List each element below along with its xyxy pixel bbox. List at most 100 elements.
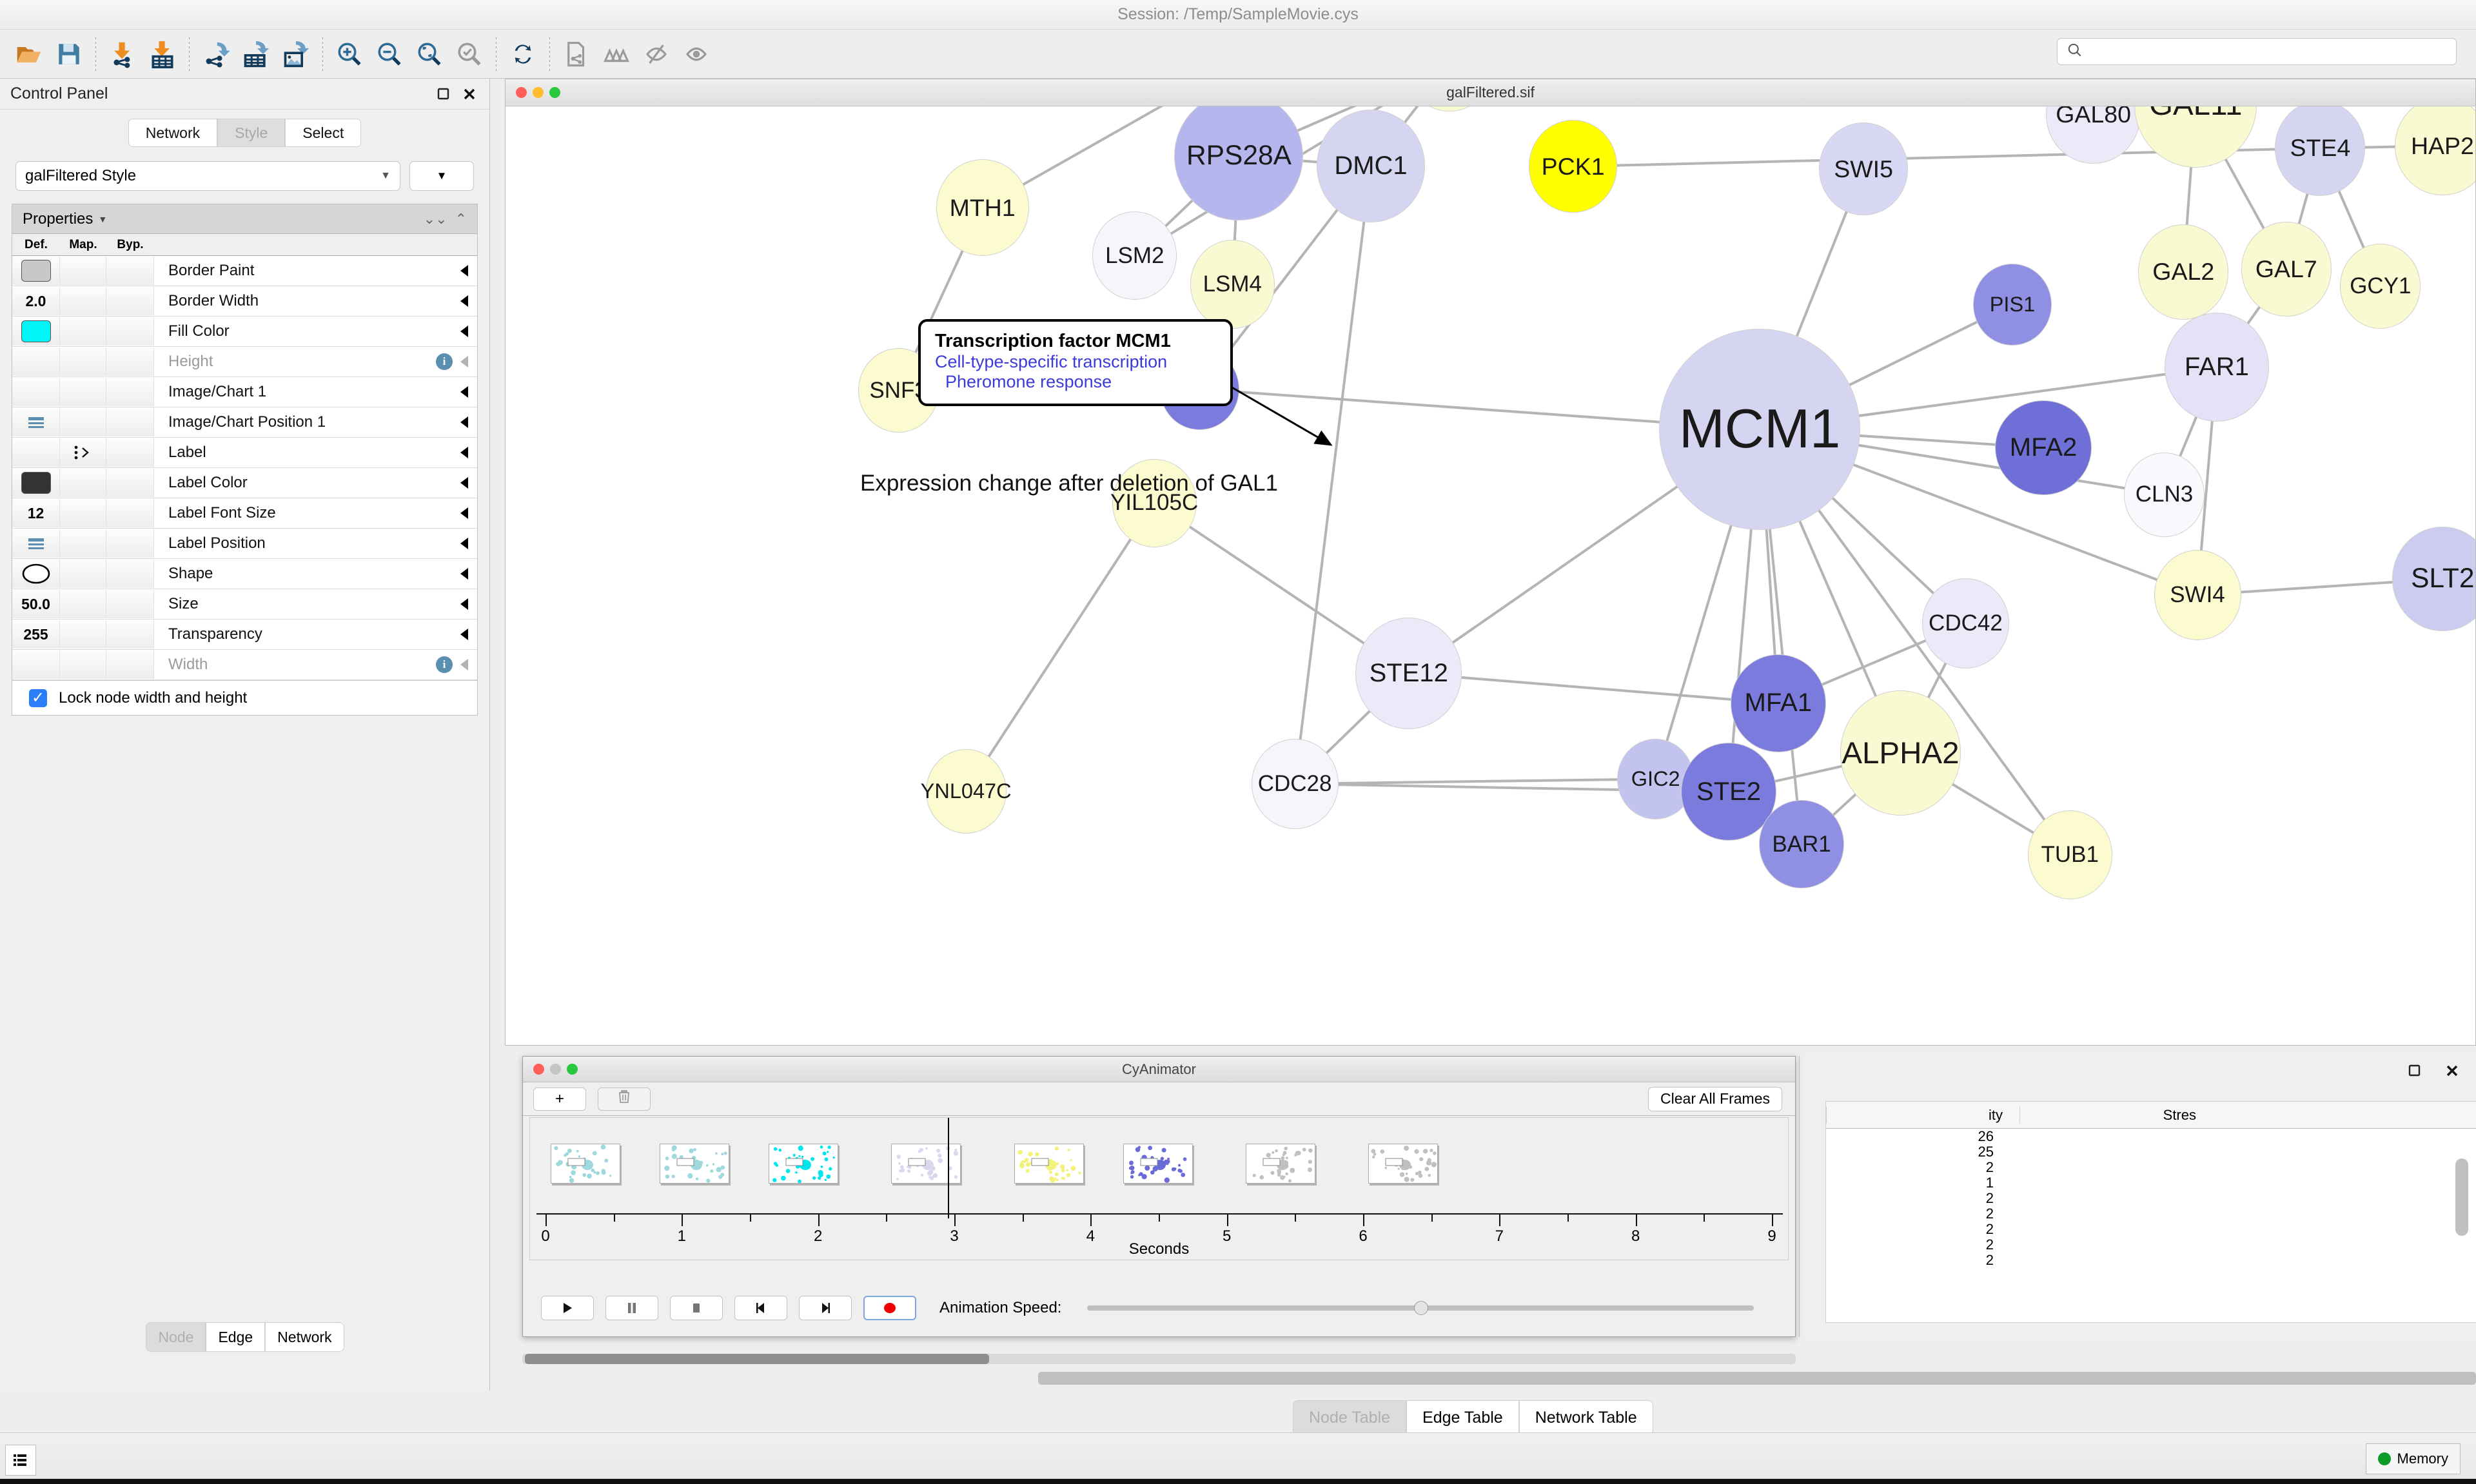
network-node[interactable]: CLN3 <box>2124 453 2205 537</box>
step-forward-button[interactable] <box>799 1296 852 1320</box>
property-mapping-cell[interactable] <box>60 378 106 406</box>
add-frame-button[interactable]: + <box>533 1088 586 1111</box>
property-bypass-cell[interactable] <box>106 469 154 497</box>
play-button[interactable] <box>541 1296 594 1320</box>
show-all-icon[interactable] <box>676 34 716 74</box>
table-body[interactable]: 26 25 2 1 2 2 2 2 2 <box>1826 1129 2476 1322</box>
property-row[interactable]: 255 Transparency <box>12 620 477 650</box>
property-row[interactable]: Label Color <box>12 468 477 498</box>
hide-selected-icon[interactable] <box>596 34 636 74</box>
property-bypass-cell[interactable] <box>106 347 154 376</box>
property-default-cell[interactable]: 255 <box>12 620 60 649</box>
network-node[interactable]: SWI4 <box>2154 550 2241 640</box>
network-node[interactable]: YNL047C <box>926 749 1007 834</box>
property-default-cell[interactable] <box>12 347 60 376</box>
property-default-cell[interactable] <box>12 317 60 346</box>
export-network-icon[interactable] <box>196 34 236 74</box>
network-node[interactable]: MFA1 <box>1731 654 1826 753</box>
search-input[interactable] <box>2057 38 2457 65</box>
property-bypass-cell[interactable] <box>106 257 154 285</box>
network-node[interactable]: GCY1 <box>2340 244 2421 328</box>
float-icon[interactable] <box>434 84 453 104</box>
network-node[interactable]: DMC1 <box>1317 110 1426 222</box>
network-node[interactable]: PCK1 <box>1529 120 1618 213</box>
property-mapping-cell[interactable] <box>60 469 106 497</box>
expand-arrow-icon[interactable] <box>460 416 468 428</box>
expand-arrow-icon[interactable] <box>460 659 468 670</box>
expand-arrow-icon[interactable] <box>460 477 468 489</box>
property-bypass-cell[interactable] <box>106 287 154 315</box>
property-bypass-cell[interactable] <box>106 560 154 588</box>
expand-arrow-icon[interactable] <box>460 356 468 367</box>
property-default-cell[interactable] <box>12 408 60 436</box>
network-edge[interactable] <box>966 503 1154 791</box>
network-node[interactable]: MTH1 <box>936 159 1029 256</box>
zoom-out-icon[interactable] <box>369 34 409 74</box>
expand-arrow-icon[interactable] <box>460 629 468 640</box>
property-mapping-cell[interactable] <box>60 620 106 649</box>
hide-unselected-icon[interactable] <box>636 34 676 74</box>
info-icon[interactable]: i <box>436 353 453 370</box>
property-default-cell[interactable] <box>12 438 60 467</box>
property-default-cell[interactable] <box>12 650 60 679</box>
mcm1-annotation[interactable]: Transcription factor MCM1 Cell-type-spec… <box>918 319 1233 406</box>
expand-arrow-icon[interactable] <box>460 507 468 519</box>
network-node[interactable]: CDC42 <box>1922 578 2009 669</box>
tab-edge-table[interactable]: Edge Table <box>1406 1400 1519 1435</box>
expand-arrow-icon[interactable] <box>460 295 468 307</box>
property-row[interactable]: Fill Color <box>12 317 477 347</box>
import-network-icon[interactable] <box>103 34 142 74</box>
color-swatch[interactable] <box>21 320 51 342</box>
property-mapping-cell[interactable] <box>60 287 106 315</box>
network-node[interactable]: MCM1 <box>1659 329 1861 531</box>
style-select[interactable]: galFiltered Style ▼ <box>15 161 400 191</box>
property-bypass-cell[interactable] <box>106 590 154 618</box>
bottom-tab-edge[interactable]: Edge <box>206 1322 265 1352</box>
export-table-icon[interactable] <box>236 34 276 74</box>
table-row[interactable]: 2 <box>1826 1206 2476 1222</box>
animation-speed-slider[interactable] <box>1087 1305 1754 1311</box>
lock-node-row[interactable]: ✓ Lock node width and height <box>12 680 477 715</box>
network-node[interactable]: PIS1 <box>1973 264 2052 346</box>
expand-arrow-icon[interactable] <box>460 265 468 277</box>
record-button[interactable] <box>863 1296 916 1320</box>
import-table-icon[interactable] <box>142 34 182 74</box>
color-swatch[interactable] <box>21 260 51 282</box>
save-icon[interactable] <box>49 34 89 74</box>
property-default-cell[interactable] <box>12 378 60 406</box>
network-node[interactable]: LSM2 <box>1092 211 1177 300</box>
table-row[interactable]: 1 <box>1826 1175 2476 1191</box>
float-icon[interactable] <box>2405 1061 2424 1080</box>
zoom-selected-icon[interactable] <box>449 34 489 74</box>
zoom-in-icon[interactable] <box>329 34 369 74</box>
expand-arrow-icon[interactable] <box>460 568 468 580</box>
task-list-icon[interactable] <box>5 1445 36 1476</box>
expand-arrow-icon[interactable] <box>460 386 468 398</box>
table-row[interactable]: 2 <box>1826 1191 2476 1206</box>
property-row[interactable]: Image/Chart 1 <box>12 377 477 407</box>
table-row[interactable]: 2 <box>1826 1160 2476 1175</box>
table-row[interactable]: 2 <box>1826 1237 2476 1253</box>
table-row[interactable]: 25 <box>1826 1144 2476 1160</box>
animation-frame[interactable] <box>1368 1144 1438 1184</box>
collapse-all-icon[interactable]: ⌃ <box>455 211 467 228</box>
bottom-tab-network[interactable]: Network <box>265 1322 344 1352</box>
network-node[interactable]: ALPHA2 <box>1840 690 1961 815</box>
property-mapping-cell[interactable] <box>60 257 106 285</box>
property-mapping-cell[interactable] <box>60 650 106 679</box>
property-bypass-cell[interactable] <box>106 529 154 558</box>
network-node[interactable]: SWI5 <box>1819 122 1908 215</box>
property-default-cell[interactable] <box>12 560 60 588</box>
network-node[interactable]: GAL7 <box>2241 222 2332 317</box>
tab-network-table[interactable]: Network Table <box>1519 1400 1653 1435</box>
network-canvas[interactable]: RPS28BRPS28ADCP1DMC1PCK1MTH1LSM2LSM4SNF3… <box>506 106 2475 1045</box>
property-row[interactable]: Border Paint <box>12 256 477 286</box>
pause-button[interactable] <box>605 1296 658 1320</box>
table-row[interactable]: 2 <box>1826 1253 2476 1268</box>
property-row[interactable]: Label <box>12 438 477 468</box>
slider-knob[interactable] <box>1414 1301 1428 1315</box>
animation-frame[interactable] <box>1123 1144 1193 1184</box>
animation-frame[interactable] <box>769 1144 838 1184</box>
property-bypass-cell[interactable] <box>106 438 154 467</box>
network-node[interactable]: TUB1 <box>2028 810 2112 899</box>
